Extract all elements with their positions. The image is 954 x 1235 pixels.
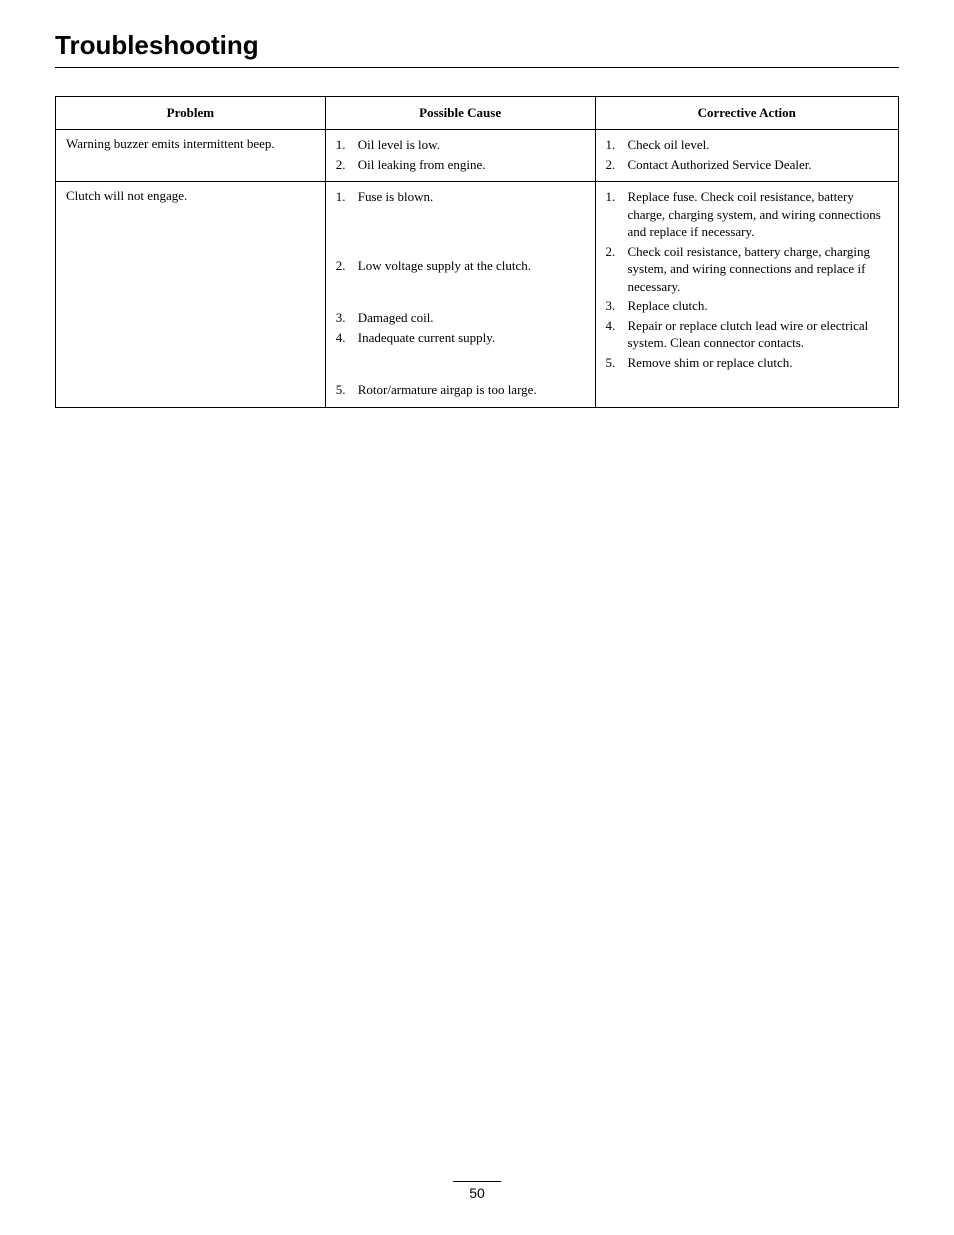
list-item: 3.Replace clutch. [606, 297, 889, 315]
list-item: 2.Contact Authorized Service Dealer. [606, 156, 889, 174]
page-number: 50 [453, 1181, 501, 1201]
cell-problem: Warning buzzer emits intermittent beep. [56, 130, 326, 182]
spacer [336, 276, 585, 307]
list-item: 1.Oil level is low. [336, 136, 585, 154]
list-item: 1.Replace fuse. Check coil resistance, b… [606, 188, 889, 241]
spacer [336, 208, 585, 255]
list-item: 1.Fuse is blown. [336, 188, 585, 206]
list-item: 1.Check oil level. [606, 136, 889, 154]
troubleshoot-table: Problem Possible Cause Corrective Action… [55, 96, 899, 408]
page-title: Troubleshooting [55, 30, 899, 68]
cell-problem: Clutch will not engage. [56, 182, 326, 408]
cell-cause: 1.Fuse is blown. 2.Low voltage supply at… [325, 182, 595, 408]
table-row: Warning buzzer emits intermittent beep. … [56, 130, 899, 182]
cell-action: 1.Check oil level. 2.Contact Authorized … [595, 130, 899, 182]
list-item: 2.Check coil resistance, battery charge,… [606, 243, 889, 296]
list-item: 2.Low voltage supply at the clutch. [336, 257, 585, 275]
cell-action: 1.Replace fuse. Check coil resistance, b… [595, 182, 899, 408]
list-item: 4.Repair or replace clutch lead wire or … [606, 317, 889, 352]
list-item: 3.Damaged coil. [336, 309, 585, 327]
list-item: 2.Oil leaking from engine. [336, 156, 585, 174]
page-footer: 50 [0, 1181, 954, 1203]
list-item: 4.Inadequate current supply. [336, 329, 585, 347]
header-cause: Possible Cause [325, 97, 595, 130]
header-action: Corrective Action [595, 97, 899, 130]
list-item: 5.Rotor/armature airgap is too large. [336, 381, 585, 399]
header-problem: Problem [56, 97, 326, 130]
spacer [336, 348, 585, 379]
table-row: Clutch will not engage. 1.Fuse is blown.… [56, 182, 899, 408]
cell-cause: 1.Oil level is low. 2.Oil leaking from e… [325, 130, 595, 182]
list-item: 5.Remove shim or replace clutch. [606, 354, 889, 372]
table-header-row: Problem Possible Cause Corrective Action [56, 97, 899, 130]
